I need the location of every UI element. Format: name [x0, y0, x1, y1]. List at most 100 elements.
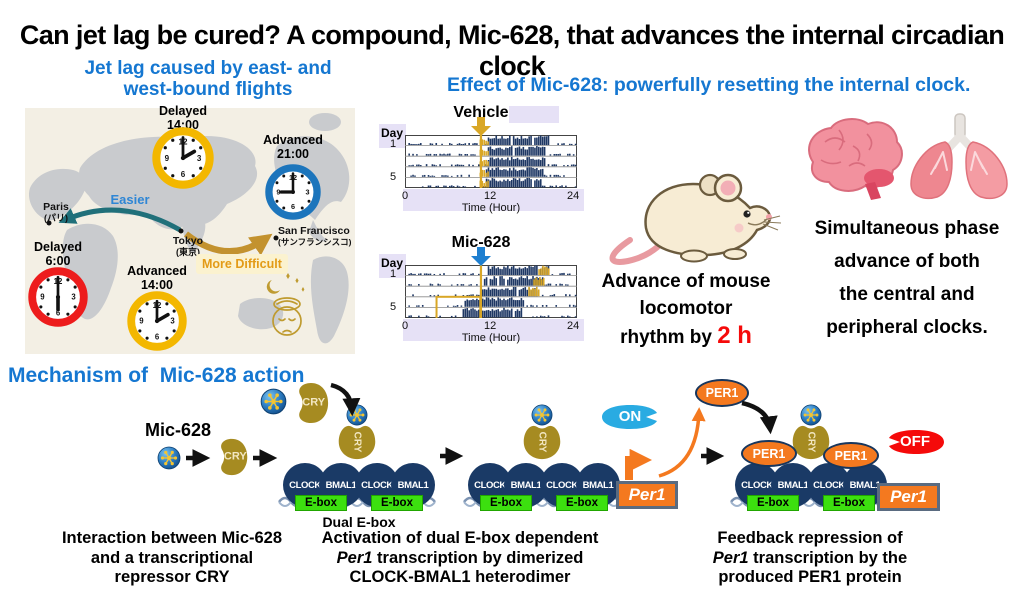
- actogram-panel-vehicle: Vehicle Day 1 5 0 12 24 Time (Hour): [378, 104, 584, 218]
- mic628-molecule-icon: [346, 404, 368, 426]
- y-axis-label: Day: [381, 256, 404, 270]
- svg-text:3: 3: [170, 317, 175, 326]
- ebox-element: E-box: [823, 495, 875, 511]
- advance-hours-highlight: 2 h: [717, 322, 752, 349]
- per1-gene-box: Per1: [877, 483, 940, 511]
- svg-text:3: 3: [306, 188, 310, 197]
- mic628-molecule-icon: [531, 404, 553, 426]
- injection-arrow-vehicle: [471, 117, 491, 136]
- y-axis-label: Day: [381, 126, 404, 140]
- city-label-san-francisco: San Francisco (サンフランシスコ): [278, 225, 352, 248]
- city-label-tokyo: Tokyo (東京): [172, 235, 204, 258]
- svg-text:9: 9: [276, 188, 280, 197]
- per1-production-arrow: [658, 407, 706, 478]
- svg-text:3: 3: [197, 154, 202, 163]
- x-tick: 12: [484, 320, 497, 332]
- actogram-chart-vehicle: [405, 135, 577, 188]
- jetlag-heading-line2: west-bound flights: [123, 79, 293, 100]
- clock-label-delayed-0600: Delayed 6:00: [34, 240, 82, 268]
- ebox-element: E-box: [556, 495, 608, 511]
- actogram-title-mic628: Mic-628: [451, 234, 511, 251]
- clock-advanced-2100: 12369: [265, 164, 321, 220]
- infographic: Can jet lag be cured? A compound, Mic-62…: [0, 18, 1024, 599]
- highlight-patch: [403, 189, 584, 211]
- svg-text:6: 6: [291, 202, 295, 211]
- cry-mic628-complex: CRY: [288, 379, 330, 427]
- x-tick: 12: [484, 190, 497, 202]
- jetlag-heading-line1: Jet lag caused by east- and: [84, 58, 332, 79]
- per1-protein-bound: PER1: [741, 440, 797, 467]
- ebox-element: E-box: [371, 495, 423, 511]
- dual-ebox-label: Dual E-box: [322, 514, 396, 530]
- ebox-element: E-box: [295, 495, 347, 511]
- mechanism-caption-1: Interaction between Mic-628 and a transc…: [61, 529, 283, 586]
- mouse-caption: Advance of mouse locomotor rhythm by 2 h: [601, 271, 771, 349]
- ebox-element: E-box: [480, 495, 532, 511]
- highlight-patch: [509, 106, 559, 123]
- mechanism-caption-3: Feedback repression of Per1 transcriptio…: [712, 529, 908, 586]
- y-tick: 5: [390, 171, 397, 183]
- actogram-chart-mic628: [405, 265, 577, 318]
- lungs-illustration: [910, 113, 1008, 200]
- city-label-paris: Paris (パリ): [43, 201, 69, 224]
- city-dots: [46, 220, 279, 241]
- clock-delayed-1400: 12369: [152, 127, 214, 189]
- y-tick: 1: [390, 268, 397, 280]
- clock-label-delayed-1400: Delayed 14:00: [159, 104, 207, 132]
- highlight-patch: [379, 124, 406, 148]
- eastbound-arrow: [184, 231, 273, 256]
- ebox-element: E-box: [747, 495, 799, 511]
- svg-text:9: 9: [139, 317, 144, 326]
- svg-text:6: 6: [155, 332, 160, 341]
- jetlag-section-heading: Jet lag caused by east- and west-bound f…: [58, 58, 358, 100]
- clock-bmal1-complex-3: CLOCK BMAL1 CLOCK BMAL1 E-box E-box CRY …: [730, 404, 888, 514]
- mic628-molecule-icon: [800, 404, 822, 426]
- svg-text:6: 6: [181, 170, 186, 179]
- transcription-on-badge: ON: [599, 404, 661, 430]
- actogram-title-vehicle: Vehicle: [453, 104, 509, 121]
- mic628-molecule-icon: [157, 446, 181, 470]
- clock-delayed-0600: 12369: [28, 267, 88, 327]
- cry-protein: CRY: [520, 418, 564, 460]
- mechanism-section-heading: Mechanism of Mic-628 action: [8, 364, 305, 387]
- transcription-off-badge: OFF: [883, 429, 947, 455]
- x-tick: 0: [402, 320, 409, 332]
- per1-protein-bound: PER1: [823, 442, 879, 469]
- x-tick: 24: [567, 320, 580, 332]
- actogram-panel-mic628: Mic-628 Day 1 5 0 12 24 Time (Hour): [378, 234, 584, 348]
- svg-text:6: 6: [56, 308, 61, 317]
- transcription-start-arrow: [625, 448, 653, 480]
- cry-protein: CRY: [211, 434, 249, 480]
- easier-label: Easier: [110, 192, 150, 207]
- svg-text:3: 3: [71, 293, 76, 302]
- y-tick: 1: [390, 138, 397, 150]
- per1-gene-box: Per1: [616, 481, 678, 509]
- y-tick: 5: [390, 301, 397, 313]
- x-axis-label: Time (Hour): [461, 332, 521, 344]
- injection-arrow-mic628: [471, 247, 491, 266]
- page-title: Can jet lag be cured? A compound, Mic-62…: [19, 20, 1005, 81]
- clock-bmal1-complex-2: CLOCK BMAL1 CLOCK BMAL1 E-box E-box CRY: [463, 404, 621, 514]
- mic628-compound-label: Mic-628: [144, 420, 212, 440]
- clock-label-advanced-2100: Advanced 21:00: [263, 133, 323, 161]
- brain-illustration: [808, 118, 903, 200]
- per1-protein-free: PER1: [695, 379, 749, 407]
- x-tick: 24: [567, 190, 580, 202]
- mic628-molecule-icon: [260, 388, 287, 415]
- more-difficult-label: More Difficult: [196, 254, 288, 274]
- x-axis-label: Time (Hour): [461, 202, 521, 214]
- cry-protein: CRY: [789, 418, 833, 460]
- x-tick: 0: [402, 190, 409, 202]
- westbound-arrow: [58, 207, 182, 233]
- organs-caption: Simultaneous phase advance of both the c…: [814, 218, 1000, 338]
- highlight-patch: [379, 254, 406, 278]
- highlight-patch: [403, 319, 584, 341]
- clock-bmal1-complex-1: CLOCK BMAL1 CLOCK BMAL1 E-box E-box CRY: [278, 404, 436, 514]
- cry-protein: CRY: [335, 418, 379, 460]
- mouse-illustration: [609, 173, 782, 265]
- jetlagged-face-icon: [266, 273, 305, 336]
- world-map-panel: Delayed 14:00 Advanced 21:00 Delayed 6:00 A…: [25, 104, 355, 354]
- mechanism-caption-2: Activation of dual E-box dependent Per1 …: [321, 529, 599, 586]
- effect-section-heading: Effect of Mic-628: powerfully resetting …: [447, 74, 971, 96]
- svg-text:9: 9: [165, 154, 170, 163]
